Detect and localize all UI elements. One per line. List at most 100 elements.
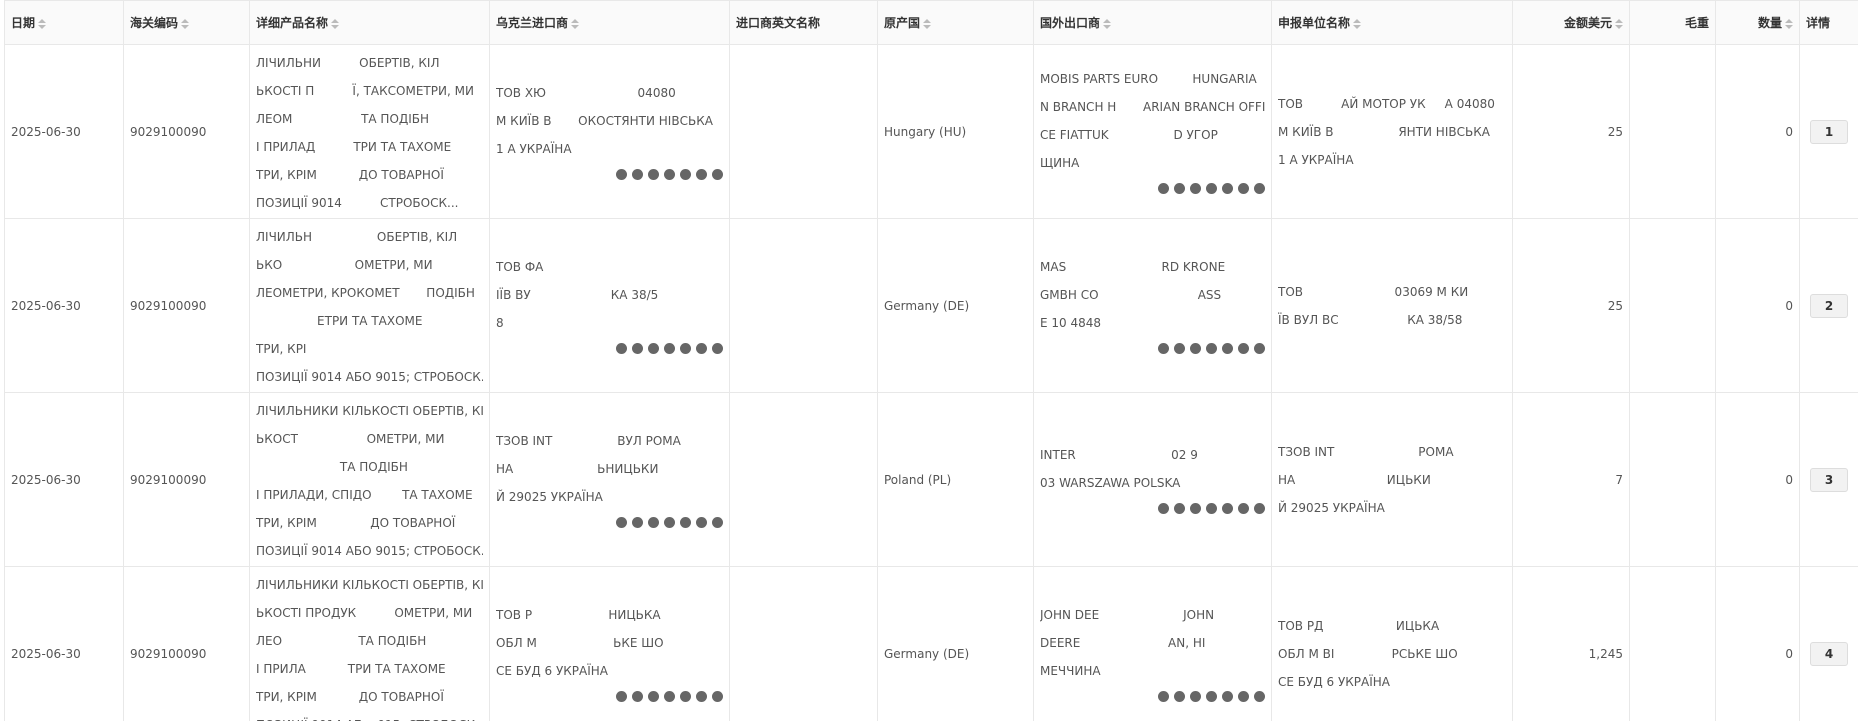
action-icon[interactable] — [680, 168, 691, 180]
action-icon[interactable] — [712, 516, 723, 528]
table-cell: ЛІЧИЛЬНИКИ КІЛЬКОСТІ ОБЕРТІВ, КІЛ ЬКОСТІ … — [249, 566, 490, 721]
header-label: 金额美元 — [1563, 16, 1612, 30]
action-icon[interactable] — [1222, 690, 1233, 702]
action-icon[interactable] — [1158, 182, 1169, 194]
header-label: 详细产品名称 — [256, 16, 329, 30]
action-icon[interactable] — [1238, 502, 1249, 514]
action-icon[interactable] — [696, 342, 707, 354]
cell-line: ОБЛ М ЬКЕ ШО — [496, 635, 664, 650]
sort-icon[interactable] — [923, 18, 932, 30]
column-header[interactable]: 申报单位名称 — [1271, 0, 1513, 45]
action-icon[interactable] — [1158, 342, 1169, 354]
column-header[interactable]: 国外出口商 — [1033, 0, 1272, 45]
cell-line: ЬКОСТ ОМЕТРИ, МИ — [256, 432, 445, 446]
action-icons — [1040, 685, 1265, 707]
action-icon[interactable] — [712, 342, 723, 354]
action-icon[interactable] — [664, 516, 675, 528]
action-icon[interactable] — [1238, 342, 1249, 354]
action-icon[interactable] — [1158, 690, 1169, 702]
action-icon[interactable] — [1190, 690, 1201, 702]
sort-arrow — [1785, 24, 1793, 29]
action-icon[interactable] — [632, 168, 643, 180]
column-header[interactable]: 乌克兰进口商 — [489, 0, 730, 45]
action-icon[interactable] — [680, 516, 691, 528]
sort-icon[interactable] — [1615, 18, 1623, 30]
action-icon[interactable] — [616, 690, 627, 702]
action-icon[interactable] — [1238, 690, 1249, 702]
action-icon[interactable] — [648, 516, 659, 528]
action-icon[interactable] — [680, 342, 691, 354]
action-icon[interactable] — [616, 342, 627, 354]
action-icon[interactable] — [1190, 502, 1201, 514]
action-icon[interactable] — [1254, 690, 1265, 702]
cell-text: 0 — [1785, 472, 1793, 487]
action-icon[interactable] — [1190, 182, 1201, 194]
detail-button[interactable]: 1 — [1810, 119, 1848, 144]
action-icon[interactable] — [664, 690, 675, 702]
action-icon[interactable] — [1206, 182, 1217, 194]
table-cell: MAS RD KRONE GMBH CO ASS E 10 4848 — [1033, 218, 1272, 393]
action-icon[interactable] — [712, 168, 723, 180]
action-icon[interactable] — [632, 516, 643, 528]
action-icon[interactable] — [1254, 182, 1265, 194]
action-icon[interactable] — [1174, 502, 1185, 514]
sort-icon[interactable] — [1353, 18, 1362, 30]
action-icon[interactable] — [1254, 342, 1265, 354]
action-icon[interactable] — [1206, 502, 1217, 514]
action-icon[interactable] — [1206, 690, 1217, 702]
action-icon[interactable] — [712, 690, 723, 702]
sort-icon[interactable] — [181, 18, 190, 30]
action-icon[interactable] — [1174, 342, 1185, 354]
cell-line: ТОВ АЙ МОТОР УК А 04080 — [1278, 96, 1495, 111]
action-icon[interactable] — [696, 168, 707, 180]
action-icon[interactable] — [648, 690, 659, 702]
table-cell: Hungary (HU) — [877, 44, 1034, 219]
action-icon[interactable] — [1174, 182, 1185, 194]
action-icon[interactable] — [1222, 342, 1233, 354]
action-icon[interactable] — [1254, 502, 1265, 514]
cell-line: ПОЗИЦІЇ 9014 АБО 9015; СТРОБОСК... — [256, 370, 483, 384]
sort-icon[interactable] — [1785, 18, 1793, 30]
action-icon[interactable] — [664, 342, 675, 354]
cell-line: М КИЇВ В ОКОСТЯНТИ НІВСЬКА — [496, 113, 713, 128]
sort-icon[interactable] — [331, 18, 340, 30]
action-icon[interactable] — [1174, 690, 1185, 702]
table-cell — [729, 392, 878, 567]
column-header[interactable]: 原产国 — [877, 0, 1034, 45]
column-header: 毛重 — [1629, 0, 1716, 45]
column-header[interactable]: 日期 — [4, 0, 124, 45]
action-icon[interactable] — [1206, 342, 1217, 354]
action-icon[interactable] — [696, 516, 707, 528]
column-header[interactable]: 详细产品名称 — [249, 0, 490, 45]
sort-icon[interactable] — [38, 18, 47, 30]
table-cell: 9029100090 — [123, 566, 250, 721]
action-icon[interactable] — [1238, 182, 1249, 194]
action-icon[interactable] — [1222, 182, 1233, 194]
cell-line: І ПРИЛАДИ, СПІДО ТА ТАХОМЕ — [256, 488, 473, 502]
detail-button[interactable]: 3 — [1810, 467, 1848, 492]
column-header[interactable]: 金额美元 — [1512, 0, 1630, 45]
action-icon[interactable] — [696, 690, 707, 702]
sort-icon[interactable] — [571, 18, 580, 30]
action-icon[interactable] — [632, 342, 643, 354]
action-icon[interactable] — [1158, 502, 1169, 514]
action-icon[interactable] — [648, 168, 659, 180]
detail-button[interactable]: 2 — [1810, 293, 1848, 318]
action-icon[interactable] — [632, 690, 643, 702]
action-icon[interactable] — [1190, 342, 1201, 354]
cell-line: 1 А УКРАЇНА — [496, 141, 572, 156]
action-icon[interactable] — [680, 690, 691, 702]
action-icon[interactable] — [1222, 502, 1233, 514]
sort-icon[interactable] — [1103, 18, 1112, 30]
action-icon[interactable] — [616, 168, 627, 180]
detail-button[interactable]: 4 — [1810, 641, 1848, 666]
sort-arrow — [1103, 24, 1112, 29]
action-icon[interactable] — [616, 516, 627, 528]
action-icon[interactable] — [648, 342, 659, 354]
column-header[interactable]: 数量 — [1715, 0, 1800, 45]
column-header[interactable]: 海关编码 — [123, 0, 250, 45]
cell-line: ТРИ, КРІ — [256, 342, 307, 356]
action-icon[interactable] — [664, 168, 675, 180]
table-cell: 0 — [1715, 44, 1800, 219]
table-cell: 0 — [1715, 392, 1800, 567]
